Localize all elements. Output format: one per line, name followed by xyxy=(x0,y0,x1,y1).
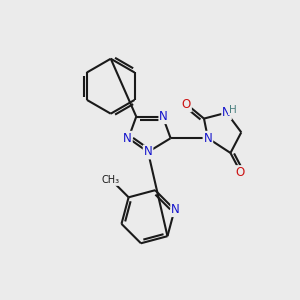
Text: N: N xyxy=(171,203,180,216)
Text: O: O xyxy=(182,98,191,111)
Text: N: N xyxy=(123,132,132,145)
Text: N: N xyxy=(159,110,168,123)
Text: N: N xyxy=(144,146,152,158)
Text: N: N xyxy=(222,106,231,119)
Text: CH₃: CH₃ xyxy=(101,175,119,185)
Text: H: H xyxy=(229,105,236,115)
Text: O: O xyxy=(236,166,245,179)
Text: N: N xyxy=(203,132,212,145)
